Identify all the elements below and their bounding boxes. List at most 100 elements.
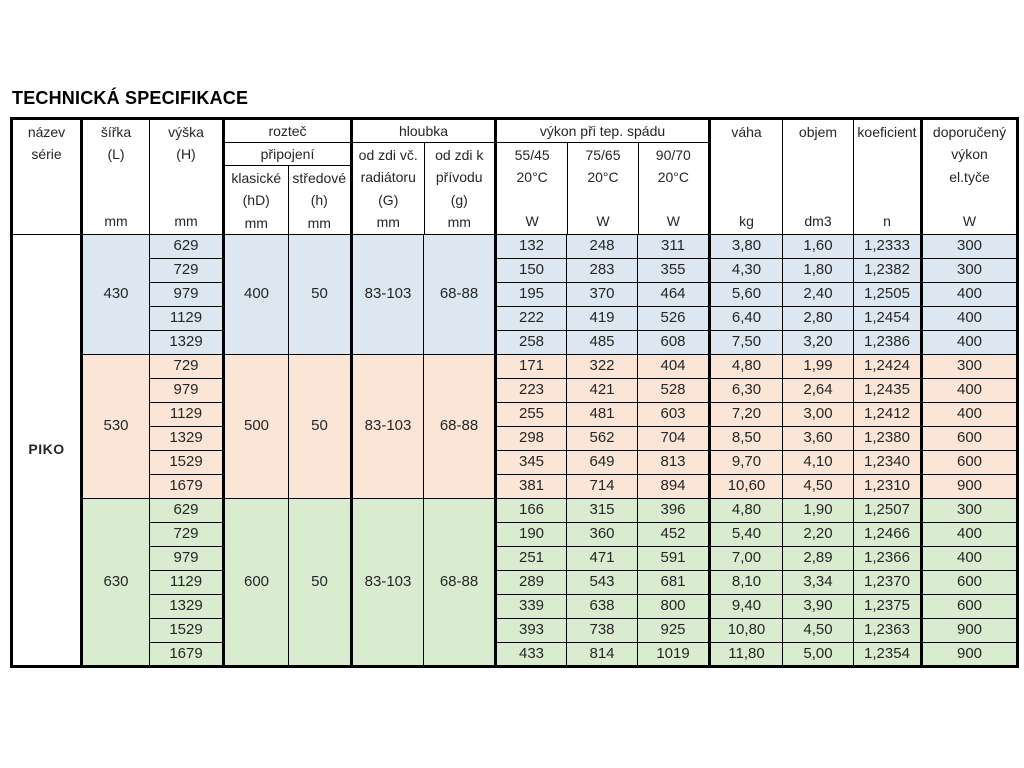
cell-vykon-7565: 360 bbox=[566, 522, 638, 547]
table-row: 1679 381 714 894 10,60 4,50 1,2310 900 bbox=[11, 474, 1018, 499]
cell-vykon-9070: 591 bbox=[637, 546, 710, 571]
cell-vykon-9070: 925 bbox=[637, 618, 710, 643]
col-header-stredove: středové (h) mm bbox=[287, 166, 351, 234]
cell-objem: 2,40 bbox=[782, 282, 854, 307]
cell-hloubka-g2: 68-88 bbox=[423, 354, 496, 499]
cell-vaha: 10,60 bbox=[708, 474, 783, 499]
cell-koeficient: 1,2382 bbox=[853, 258, 922, 283]
cell-vykon-5545: 222 bbox=[494, 306, 567, 331]
doporuceny-vykon-unit: W bbox=[962, 212, 977, 229]
col-header-vaha: váha kg bbox=[708, 118, 783, 235]
cell-vykon-9070: 526 bbox=[637, 306, 710, 331]
cell-vykon-5545: 258 bbox=[494, 330, 567, 355]
cell-vaha: 4,30 bbox=[708, 258, 783, 283]
cell-vykon-5545: 166 bbox=[494, 498, 567, 523]
cell-vyska: 1129 bbox=[149, 306, 224, 331]
cell-vaha: 7,50 bbox=[708, 330, 783, 355]
cell-objem: 2,80 bbox=[782, 306, 854, 331]
cell-vaha: 3,80 bbox=[708, 234, 783, 259]
cell-el-vykon: 300 bbox=[920, 258, 1018, 283]
cell-koeficient: 1,2505 bbox=[853, 282, 922, 307]
cell-vykon-7565: 421 bbox=[566, 378, 638, 403]
cell-hloubka-g2: 68-88 bbox=[423, 234, 496, 355]
cell-klasicke: 400 bbox=[222, 234, 289, 355]
od-zdi-privod-unit: mm bbox=[447, 214, 471, 231]
cell-vyska: 729 bbox=[149, 258, 224, 283]
table-row: 979 251 471 591 7,00 2,89 1,2366 400 bbox=[11, 546, 1018, 571]
pripojeni-group-label: připojení bbox=[226, 143, 350, 166]
col-header-objem: objem dm3 bbox=[782, 118, 854, 235]
koeficient-label: koeficient bbox=[857, 124, 917, 140]
cell-sirka: 430 bbox=[80, 234, 150, 355]
cell-vyska: 629 bbox=[149, 234, 224, 259]
cell-vaha: 4,80 bbox=[708, 354, 783, 379]
t9070-unit: W bbox=[666, 212, 680, 229]
table-row: 979 223 421 528 6,30 2,64 1,2435 400 bbox=[11, 378, 1018, 403]
table-row: 1129 255 481 603 7,20 3,00 1,2412 400 bbox=[11, 402, 1018, 427]
od-zdi-radiator-label: od zdi vč. radiátoru (G) bbox=[358, 147, 418, 208]
t7565-label: 75/65 20°C bbox=[585, 147, 621, 186]
cell-objem: 2,20 bbox=[782, 522, 854, 547]
cell-vykon-9070: 813 bbox=[637, 450, 710, 475]
cell-koeficient: 1,2380 bbox=[853, 426, 922, 451]
table-header: název série šířka (L) mm výška (H) mm ro… bbox=[11, 118, 1018, 235]
klasicke-unit: mm bbox=[244, 214, 268, 231]
cell-hloubka-g: 83-103 bbox=[350, 234, 424, 355]
cell-el-vykon: 600 bbox=[920, 594, 1018, 619]
cell-vykon-7565: 714 bbox=[566, 474, 638, 499]
table-row: 729 150 283 355 4,30 1,80 1,2382 300 bbox=[11, 258, 1018, 283]
cell-vyska: 729 bbox=[149, 522, 224, 547]
cell-vykon-7565: 649 bbox=[566, 450, 638, 475]
cell-vykon-7565: 471 bbox=[566, 546, 638, 571]
table-row: 1129 222 419 526 6,40 2,80 1,2454 400 bbox=[11, 306, 1018, 331]
cell-objem: 2,64 bbox=[782, 378, 854, 403]
cell-vyska: 979 bbox=[149, 282, 224, 307]
cell-koeficient: 1,2333 bbox=[853, 234, 922, 259]
cell-hloubka-g: 83-103 bbox=[350, 498, 424, 667]
cell-vaha: 11,80 bbox=[708, 642, 783, 667]
col-header-klasicke: klasické (hD) mm bbox=[227, 166, 288, 234]
col-header-nazev-serie: název série bbox=[11, 118, 82, 235]
cell-vykon-9070: 1019 bbox=[637, 642, 710, 667]
cell-el-vykon: 300 bbox=[920, 498, 1018, 523]
hloubka-group-label: hloubka bbox=[354, 120, 494, 143]
cell-stredove: 50 bbox=[288, 234, 352, 355]
cell-vykon-5545: 251 bbox=[494, 546, 567, 571]
cell-vaha: 10,80 bbox=[708, 618, 783, 643]
table-row: 630 629 600 50 83-103 68-88 166 315 396 4,80 1,90 1… bbox=[11, 498, 1018, 667]
col-header-t9070: 90/70 20°C W bbox=[637, 143, 708, 234]
cell-vykon-7565: 485 bbox=[566, 330, 638, 355]
cell-vykon-9070: 603 bbox=[637, 402, 710, 427]
table-row: 1529 345 649 813 9,70 4,10 1,2340 600 bbox=[11, 450, 1018, 475]
cell-el-vykon: 900 bbox=[920, 474, 1018, 499]
table-row: 729 190 360 452 5,40 2,20 1,2466 400 bbox=[11, 522, 1018, 547]
stredove-unit: mm bbox=[307, 214, 331, 231]
cell-objem: 3,60 bbox=[782, 426, 854, 451]
cell-el-vykon: 400 bbox=[920, 306, 1018, 331]
cell-objem: 3,20 bbox=[782, 330, 854, 355]
cell-vykon-5545: 132 bbox=[494, 234, 567, 259]
cell-vykon-7565: 481 bbox=[566, 402, 638, 427]
cell-koeficient: 1,2435 bbox=[853, 378, 922, 403]
col-header-vykon: výkon při tep. spádu 55/45 20°C W 75/65 … bbox=[494, 118, 710, 235]
cell-vykon-9070: 404 bbox=[637, 354, 710, 379]
cell-vykon-5545: 150 bbox=[494, 258, 567, 283]
cell-objem: 1,60 bbox=[782, 234, 854, 259]
cell-vykon-7565: 315 bbox=[566, 498, 638, 523]
cell-vyska: 1129 bbox=[149, 570, 224, 595]
cell-vaha: 5,60 bbox=[708, 282, 783, 307]
cell-vaha: 8,10 bbox=[708, 570, 783, 595]
cell-vykon-9070: 608 bbox=[637, 330, 710, 355]
cell-hloubka-g2: 68-88 bbox=[423, 498, 496, 667]
cell-objem: 3,90 bbox=[782, 594, 854, 619]
header-row: název série šířka (L) mm výška (H) mm ro… bbox=[11, 118, 1018, 235]
table-row: 1129 289 543 681 8,10 3,34 1,2370 600 bbox=[11, 570, 1018, 595]
cell-objem: 4,10 bbox=[782, 450, 854, 475]
cell-vykon-7565: 543 bbox=[566, 570, 638, 595]
cell-koeficient: 1,2466 bbox=[853, 522, 922, 547]
cell-vykon-7565: 638 bbox=[566, 594, 638, 619]
cell-vykon-5545: 190 bbox=[494, 522, 567, 547]
t5545-label: 55/45 20°C bbox=[514, 147, 550, 186]
series-name-cell: PIKO bbox=[11, 234, 82, 667]
vykon-group-label: výkon při tep. spádu bbox=[498, 120, 708, 143]
